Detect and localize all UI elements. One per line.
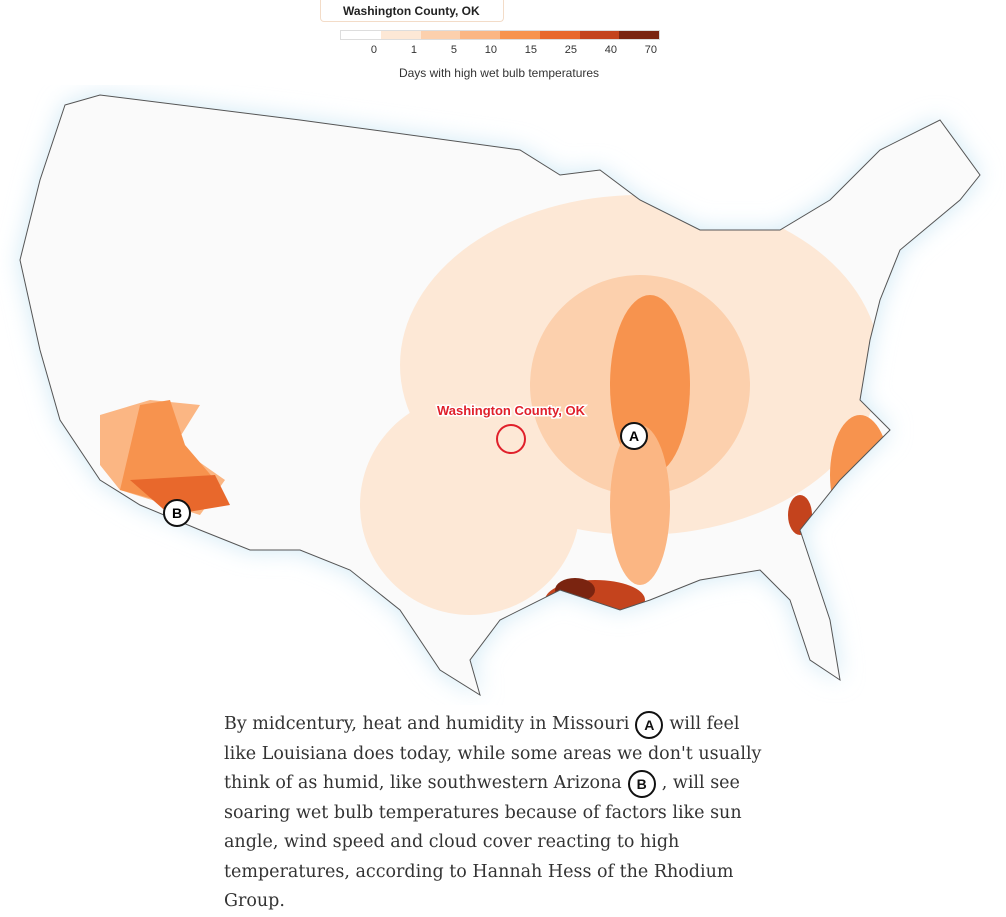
legend-swatch <box>420 31 461 39</box>
caption-text: , will see soaring wet bulb temperatures… <box>224 773 742 911</box>
callout-label: A <box>629 428 639 444</box>
caption-text: By midcentury, heat and humidity in Miss… <box>224 714 630 734</box>
legend-tick-label: 40 <box>604 44 617 56</box>
legend-tick-label: 70 <box>644 44 657 56</box>
page: Washington County, OK 0 1 5 10 15 25 40 70 Days… <box>19 0 981 911</box>
legend-swatch <box>619 31 659 39</box>
caption: By midcentury, heat and humidity in Miss… <box>224 710 772 917</box>
legend-tick-label: 0 <box>370 44 377 56</box>
county-marker <box>496 424 526 454</box>
legend-tick-label: 15 <box>524 44 537 56</box>
legend: 0 1 5 10 15 25 40 70 <box>340 30 660 56</box>
legend-bar <box>340 30 660 40</box>
legend-swatch <box>460 31 500 39</box>
caption-text: will feel like Louisiana does today, whi… <box>224 714 762 793</box>
map: Washington County, OK A B <box>19 94 981 696</box>
county-label: Washington County, OK <box>437 403 586 418</box>
legend-swatch <box>579 31 620 39</box>
legend-swatch <box>341 31 381 39</box>
legend-swatch <box>500 31 540 39</box>
legend-swatch <box>380 31 421 39</box>
callout-inline: B <box>627 769 656 798</box>
search-box[interactable]: Washington County, OK <box>320 0 504 22</box>
legend-tick-label: 1 <box>410 44 417 56</box>
legend-ticks: 0 1 5 10 15 25 40 70 <box>340 40 660 56</box>
legend-tick-label: 5 <box>450 44 457 56</box>
legend-title: Days with high wet bulb temperatures <box>398 66 600 80</box>
legend-swatch <box>539 31 580 39</box>
callout-b: B <box>163 499 191 527</box>
legend-tick-label: 25 <box>564 44 577 56</box>
callout-inline: A <box>635 710 664 739</box>
callout-a: A <box>620 422 648 450</box>
choropleth <box>20 95 980 695</box>
legend-tick-label: 10 <box>484 44 497 56</box>
callout-label: B <box>172 505 182 521</box>
